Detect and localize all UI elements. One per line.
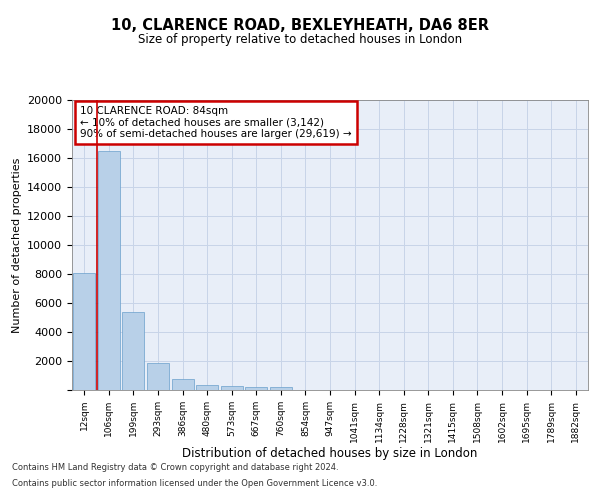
- Bar: [221, 386, 243, 390]
- Bar: [245, 386, 268, 390]
- Text: Size of property relative to detached houses in London: Size of property relative to detached ho…: [138, 32, 462, 46]
- Bar: [172, 379, 194, 390]
- Text: Contains HM Land Registry data © Crown copyright and database right 2024.: Contains HM Land Registry data © Crown c…: [12, 464, 338, 472]
- Y-axis label: Number of detached properties: Number of detached properties: [11, 158, 22, 332]
- Text: 10, CLARENCE ROAD, BEXLEYHEATH, DA6 8ER: 10, CLARENCE ROAD, BEXLEYHEATH, DA6 8ER: [111, 18, 489, 32]
- X-axis label: Distribution of detached houses by size in London: Distribution of detached houses by size …: [182, 448, 478, 460]
- Bar: [196, 386, 218, 390]
- Bar: [98, 151, 120, 390]
- Bar: [73, 272, 95, 390]
- Text: 10 CLARENCE ROAD: 84sqm
← 10% of detached houses are smaller (3,142)
90% of semi: 10 CLARENCE ROAD: 84sqm ← 10% of detache…: [80, 106, 352, 139]
- Bar: [270, 387, 292, 390]
- Bar: [122, 312, 145, 390]
- Text: Contains public sector information licensed under the Open Government Licence v3: Contains public sector information licen…: [12, 478, 377, 488]
- Bar: [147, 363, 169, 390]
